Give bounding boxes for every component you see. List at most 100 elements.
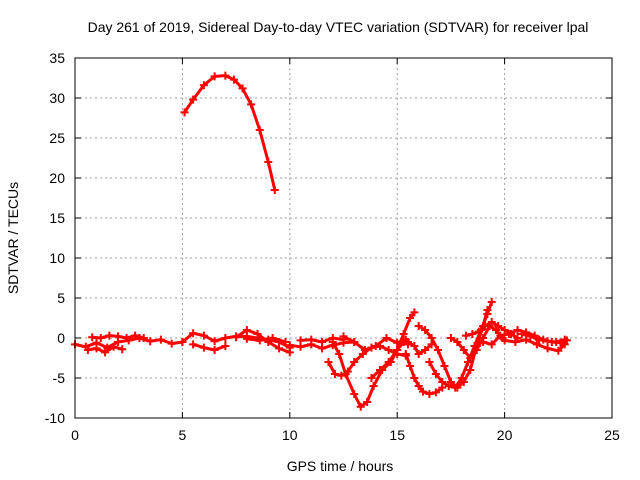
data-point bbox=[513, 326, 522, 334]
data-point bbox=[425, 358, 434, 366]
data-point bbox=[543, 344, 552, 353]
data-point bbox=[446, 334, 455, 342]
data-point bbox=[552, 338, 561, 346]
data-point bbox=[459, 346, 468, 354]
data-point bbox=[532, 340, 541, 349]
data-point bbox=[221, 342, 230, 350]
data-point bbox=[500, 336, 509, 345]
data-point bbox=[431, 370, 440, 378]
data-point bbox=[457, 374, 466, 382]
data-point bbox=[494, 322, 503, 330]
data-point bbox=[406, 314, 415, 322]
plot-frame bbox=[74, 57, 613, 419]
data-point bbox=[330, 370, 339, 378]
data-point bbox=[487, 340, 496, 349]
series-arc-base-c bbox=[83, 342, 127, 357]
data-point bbox=[255, 336, 264, 345]
data-point bbox=[410, 308, 419, 317]
data-point bbox=[189, 95, 198, 104]
data-point bbox=[324, 358, 333, 366]
data-point bbox=[180, 108, 189, 117]
data-point bbox=[189, 329, 198, 338]
data-point bbox=[318, 338, 327, 346]
series-line bbox=[245, 336, 287, 344]
data-point bbox=[399, 330, 408, 338]
data-point bbox=[139, 334, 148, 342]
data-point bbox=[487, 318, 496, 326]
data-point bbox=[229, 75, 238, 84]
data-point bbox=[427, 334, 436, 342]
data-point bbox=[285, 348, 294, 357]
data-point bbox=[376, 366, 385, 374]
series-arc-base-b bbox=[88, 331, 148, 342]
data-series bbox=[71, 71, 571, 411]
y-tick-label: -5 bbox=[53, 370, 66, 386]
data-point bbox=[199, 331, 208, 340]
data-point bbox=[500, 326, 509, 334]
data-point bbox=[410, 342, 419, 350]
data-point bbox=[481, 322, 490, 330]
series-arc-dip-3 bbox=[339, 332, 410, 354]
data-point bbox=[393, 346, 402, 354]
grid-lines bbox=[75, 58, 612, 418]
data-point bbox=[421, 326, 430, 334]
data-point bbox=[367, 374, 376, 382]
data-point bbox=[199, 81, 208, 90]
data-point bbox=[296, 336, 305, 345]
data-point bbox=[339, 332, 348, 341]
data-point bbox=[444, 382, 453, 390]
series-arc-mid-2 bbox=[401, 350, 447, 398]
y-tick-label: -10 bbox=[45, 410, 65, 426]
series-arc-high bbox=[180, 71, 279, 194]
data-point bbox=[406, 362, 415, 370]
data-point bbox=[384, 358, 393, 366]
data-point bbox=[474, 327, 483, 336]
data-point bbox=[210, 346, 219, 354]
data-point bbox=[105, 331, 114, 340]
data-point bbox=[335, 350, 344, 358]
data-point bbox=[483, 310, 492, 318]
data-point bbox=[425, 390, 434, 398]
data-point bbox=[210, 72, 219, 81]
data-point bbox=[146, 337, 155, 346]
data-point bbox=[285, 341, 294, 350]
data-point bbox=[466, 354, 475, 362]
data-point bbox=[242, 334, 251, 343]
y-axis-label: SDTVAR / TECUs bbox=[5, 182, 21, 294]
data-point bbox=[268, 334, 277, 342]
data-point bbox=[88, 333, 97, 342]
data-point bbox=[371, 342, 380, 350]
data-point bbox=[264, 158, 273, 166]
data-point bbox=[131, 331, 140, 340]
data-point bbox=[438, 378, 447, 386]
series-arc-late-4 bbox=[517, 330, 569, 346]
tick-labels: 0 5 10 15 20 25 -10 -5 0 5 10 15 20 25 30 35 bbox=[45, 50, 620, 443]
y-tick-label: 5 bbox=[57, 290, 65, 306]
data-point bbox=[517, 330, 526, 338]
data-point bbox=[382, 334, 391, 342]
series-line bbox=[183, 74, 277, 192]
data-point bbox=[350, 338, 359, 346]
data-point bbox=[350, 390, 359, 398]
data-point bbox=[221, 334, 230, 342]
data-point bbox=[247, 100, 256, 109]
data-point bbox=[487, 298, 496, 306]
data-point bbox=[118, 345, 127, 354]
data-point bbox=[511, 338, 520, 346]
data-point bbox=[242, 326, 251, 334]
data-point bbox=[403, 338, 412, 346]
data-point bbox=[109, 342, 118, 351]
data-point bbox=[418, 387, 427, 396]
data-point bbox=[83, 346, 92, 354]
series-arc-mid-1 bbox=[367, 308, 419, 382]
data-point bbox=[92, 344, 101, 353]
data-point bbox=[232, 333, 241, 342]
data-point bbox=[307, 335, 316, 344]
series-arc-base-e bbox=[189, 340, 230, 354]
data-point bbox=[414, 350, 423, 358]
y-tick-label: 10 bbox=[49, 250, 65, 266]
data-point bbox=[534, 335, 543, 344]
x-tick-label: 25 bbox=[604, 427, 620, 443]
data-point bbox=[178, 338, 187, 346]
